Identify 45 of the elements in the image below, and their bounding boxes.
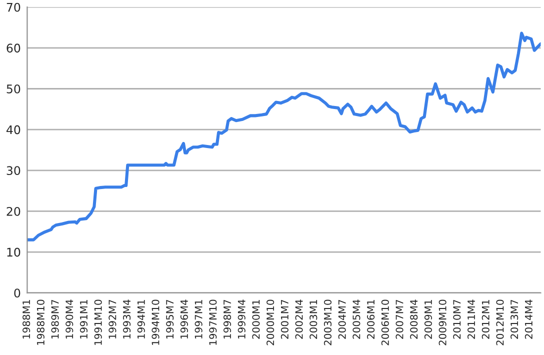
- x-tick-label: 2004M7: [338, 300, 346, 339]
- y-tick-label: 30: [6, 166, 20, 176]
- x-tick-label: 2013M7: [510, 300, 518, 339]
- x-tick-label: 2010M7: [453, 300, 461, 339]
- x-tick-label: 2012M10: [496, 300, 504, 346]
- x-tick-label: 1995M7: [166, 300, 174, 338]
- x-tick-label: 1988M10: [36, 300, 44, 345]
- x-tick-label: 2005M4: [352, 300, 360, 339]
- x-tick-label: 2009M1: [424, 300, 432, 339]
- y-tick-label: 20: [6, 206, 20, 216]
- y-tick-label: 0: [14, 288, 20, 298]
- y-tick-label: 60: [6, 44, 20, 53]
- x-tick-label: 2000M1: [252, 300, 260, 339]
- y-tick-label: 10: [7, 248, 20, 257]
- x-tick-label: 2000M10: [266, 300, 274, 346]
- x-tick-label: 1994M10: [152, 300, 160, 345]
- x-tick-label: 2007M7: [396, 300, 404, 339]
- x-tick-label: 1991M1: [80, 300, 88, 338]
- x-tick-label: 2012M1: [482, 300, 490, 339]
- x-tick-label: 2001M7: [280, 300, 288, 339]
- x-tick-label: 1990M4: [66, 300, 74, 338]
- x-tick-label: 1994M1: [137, 300, 145, 338]
- x-tick-label: 2011M4: [467, 300, 476, 339]
- line-series: [27, 32, 541, 242]
- x-tick-label: 2002M4: [295, 300, 303, 339]
- y-tick-label: 70: [6, 2, 20, 12]
- y-tick-label: 50: [6, 84, 20, 94]
- x-tick-label: 1997M10: [209, 300, 217, 345]
- x-tick-label: 2006M10: [381, 300, 389, 346]
- x-tick-label: 1991M10: [94, 300, 102, 345]
- x-tick-label: 1993M4: [123, 300, 131, 338]
- x-tick-label: 1996M4: [180, 300, 188, 338]
- y-tick-label: 40: [6, 125, 20, 134]
- x-tick-label: 2008M4: [410, 300, 418, 339]
- x-tick-label: 2003M1: [310, 300, 318, 339]
- x-tick-label: 2014M4: [524, 300, 532, 339]
- x-tick-label: 2009M10: [438, 300, 446, 346]
- x-tick-label: 1999M4: [238, 300, 246, 338]
- x-tick-label: 1998M7: [223, 300, 232, 338]
- x-tick-label: 1997M1: [194, 300, 202, 338]
- x-tick-label: 2003M10: [324, 300, 332, 346]
- x-tick-label: 1992M7: [108, 300, 116, 338]
- x-tick-label: 1989M7: [51, 300, 59, 338]
- x-tick-label: 2006M1: [367, 300, 375, 339]
- x-tick-label: 1988M1: [22, 300, 30, 338]
